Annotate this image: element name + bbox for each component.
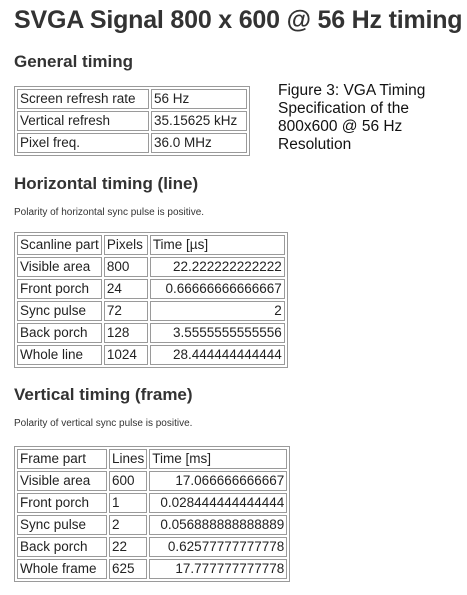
table-cell: Whole line xyxy=(17,345,102,365)
table-cell: Sync pulse xyxy=(17,515,107,535)
table-cell: 1024 xyxy=(103,345,148,365)
table-cell: Sync pulse xyxy=(17,301,102,321)
table-cell: 0.056888888888889 xyxy=(149,515,288,535)
table-cell: 35.15625 kHz xyxy=(151,111,247,131)
table-row: Front porch 1 0.028444444444444 xyxy=(17,493,288,513)
table-cell: 28.444444444444 xyxy=(149,345,285,365)
table-row: Back porch 22 0.62577777777778 xyxy=(17,537,288,557)
table-cell: 72 xyxy=(103,301,148,321)
table-cell: Back porch xyxy=(17,537,107,557)
table-cell: 22.222222222222 xyxy=(149,257,285,277)
figure-caption: Figure 3: VGA Timing Specification of th… xyxy=(278,82,426,153)
horizontal-timing-heading: Horizontal timing (line) xyxy=(14,174,199,193)
general-timing-heading: General timing xyxy=(14,52,134,71)
table-cell: Visible area xyxy=(17,471,107,491)
table-cell: 3.5555555555556 xyxy=(149,323,285,343)
table-cell: Whole frame xyxy=(17,559,107,579)
table-cell: 2 xyxy=(149,301,285,321)
table-cell: Vertical refresh xyxy=(17,111,149,131)
table-cell: 24 xyxy=(103,279,148,299)
table-row: Sync pulse 2 0.056888888888889 xyxy=(17,515,288,535)
table-row: Whole line 1024 28.444444444444 xyxy=(17,345,285,365)
page-title: SVGA Signal 800 x 600 @ 56 Hz timing xyxy=(14,6,463,34)
table-cell: 600 xyxy=(109,471,148,491)
table-row: Visible area 600 17.066666666667 xyxy=(17,471,288,491)
horizontal-polarity-note: Polarity of horizontal sync pulse is pos… xyxy=(14,207,205,218)
table-cell: 56 Hz xyxy=(151,89,247,109)
table-cell: 1 xyxy=(109,493,148,513)
table-row: Front porch 24 0.66666666666667 xyxy=(17,279,285,299)
table-row: Vertical refresh 35.15625 kHz xyxy=(17,111,247,131)
column-header: Lines xyxy=(109,449,148,469)
table-row: Sync pulse 72 2 xyxy=(17,301,285,321)
vertical-timing-heading: Vertical timing (frame) xyxy=(14,385,193,404)
table-row: Back porch 128 3.5555555555556 xyxy=(17,323,285,343)
table-row: Visible area 800 22.222222222222 xyxy=(17,257,285,277)
table-cell: Pixel freq. xyxy=(17,133,149,153)
table-header-row: Frame part Lines Time [ms] xyxy=(17,449,288,469)
general-timing-table: Screen refresh rate 56 Hz Vertical refre… xyxy=(14,86,250,156)
column-header: Frame part xyxy=(17,449,107,469)
table-cell: Front porch xyxy=(17,493,107,513)
table-cell: 128 xyxy=(103,323,148,343)
table-row: Pixel freq. 36.0 MHz xyxy=(17,133,247,153)
table-cell: 22 xyxy=(109,537,148,557)
table-cell: 17.777777777778 xyxy=(149,559,288,579)
table-cell: Screen refresh rate xyxy=(17,89,149,109)
horizontal-timing-table: Scanline part Pixels Time [µs] Visible a… xyxy=(14,232,288,368)
table-cell: 2 xyxy=(109,515,148,535)
column-header: Time [µs] xyxy=(149,235,285,255)
table-cell: 0.66666666666667 xyxy=(149,279,285,299)
column-header: Pixels xyxy=(103,235,148,255)
table-cell: 800 xyxy=(103,257,148,277)
table-header-row: Scanline part Pixels Time [µs] xyxy=(17,235,285,255)
vertical-timing-table: Frame part Lines Time [ms] Visible area … xyxy=(14,446,291,582)
table-cell: Visible area xyxy=(17,257,102,277)
table-cell: 36.0 MHz xyxy=(151,133,247,153)
table-cell: 625 xyxy=(109,559,148,579)
column-header: Scanline part xyxy=(17,235,102,255)
vertical-polarity-note: Polarity of vertical sync pulse is posit… xyxy=(14,418,193,429)
table-cell: 0.62577777777778 xyxy=(149,537,288,557)
table-cell: Front porch xyxy=(17,279,102,299)
table-row: Whole frame 625 17.777777777778 xyxy=(17,559,288,579)
table-row: Screen refresh rate 56 Hz xyxy=(17,89,247,109)
table-cell: Back porch xyxy=(17,323,102,343)
column-header: Time [ms] xyxy=(149,449,288,469)
table-cell: 17.066666666667 xyxy=(149,471,288,491)
table-cell: 0.028444444444444 xyxy=(149,493,288,513)
